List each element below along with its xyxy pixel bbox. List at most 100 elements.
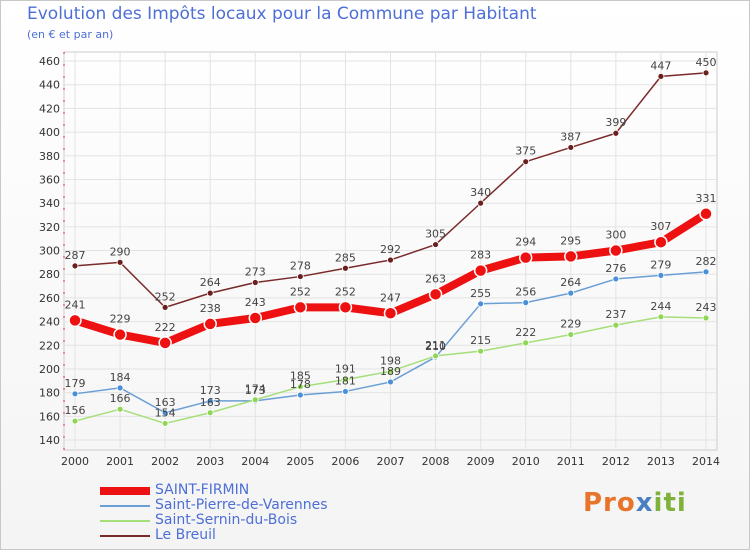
brand-logo: Proxiti [583, 488, 687, 518]
data-label: 255 [470, 287, 491, 300]
data-label: 282 [696, 255, 717, 268]
data-point [522, 339, 530, 347]
data-point [699, 207, 713, 221]
brand-part-2: x [635, 488, 654, 518]
data-point [387, 378, 394, 386]
data-label: 156 [65, 404, 86, 417]
data-label: 252 [290, 285, 311, 298]
data-label: 222 [515, 326, 536, 339]
data-label: 276 [605, 262, 626, 275]
legend-item: Le Breuil [100, 527, 420, 543]
y-tick-label: 380 [39, 150, 60, 163]
data-point [432, 352, 439, 360]
x-tick-label: 2003 [196, 455, 224, 468]
chart-legend: SAINT-FIRMIN Saint-Pierre-de-Varennes Sain… [100, 482, 420, 543]
data-point [71, 417, 79, 425]
data-label: 198 [380, 354, 401, 367]
chart-title: Evolution des Impôts locaux pour la Comm… [27, 4, 537, 24]
data-label: 243 [245, 296, 266, 309]
data-label: 241 [65, 298, 86, 311]
y-tick-label: 160 [39, 410, 60, 423]
legend-swatch [100, 504, 150, 507]
data-label: 331 [696, 192, 717, 205]
y-tick-label: 180 [39, 387, 60, 400]
legend-label: Saint-Pierre-de-Varennes [155, 497, 328, 513]
data-point [567, 144, 575, 151]
data-point [206, 409, 214, 417]
data-point [522, 158, 530, 166]
data-label: 179 [65, 377, 86, 390]
y-tick-label: 280 [39, 268, 60, 281]
data-label: 290 [110, 245, 131, 258]
y-tick-label: 420 [39, 102, 60, 115]
data-point [161, 420, 169, 427]
data-label: 178 [290, 378, 311, 391]
data-point [612, 275, 620, 283]
data-label: 307 [650, 220, 671, 233]
x-tick-label: 2012 [602, 455, 630, 468]
data-point [654, 235, 668, 249]
data-point [158, 336, 172, 350]
y-tick-label: 140 [39, 434, 60, 447]
data-label: 273 [245, 265, 266, 278]
data-point [428, 287, 443, 302]
data-label: 447 [650, 59, 671, 72]
data-label: 279 [650, 258, 671, 271]
y-tick-label: 340 [39, 197, 60, 210]
data-point [206, 289, 214, 297]
y-tick-label: 240 [39, 316, 60, 329]
y-tick-label: 220 [39, 339, 60, 352]
data-label: 173 [200, 384, 221, 397]
data-point [296, 273, 304, 280]
data-point [71, 390, 79, 398]
data-label: 173 [245, 384, 266, 397]
data-point [612, 321, 620, 329]
x-tick-label: 2004 [241, 455, 269, 468]
chart-subtitle: (en € et par an) [27, 28, 114, 41]
legend-swatch [100, 519, 150, 522]
x-tick-label: 2000 [61, 455, 89, 468]
data-label: 256 [515, 286, 536, 299]
x-tick-label: 2005 [286, 455, 314, 468]
data-label: 399 [605, 116, 626, 129]
data-label: 375 [515, 145, 536, 158]
data-point [657, 72, 665, 80]
brand-part-1: Pro [583, 488, 636, 518]
data-point [522, 299, 530, 307]
data-point [203, 317, 217, 331]
y-tick-label: 260 [39, 292, 60, 305]
y-tick-label: 400 [39, 126, 60, 139]
data-point [248, 311, 263, 325]
data-point [567, 331, 575, 338]
data-label: 229 [110, 313, 131, 326]
data-point [657, 313, 665, 321]
legend-label: Saint-Sernin-du-Bois [155, 512, 298, 528]
y-tick-label: 360 [39, 173, 60, 186]
data-point [477, 347, 485, 355]
data-point [116, 258, 124, 266]
data-label: 210 [425, 340, 446, 353]
data-label: 163 [200, 396, 221, 409]
data-label: 292 [380, 243, 401, 256]
data-label: 287 [65, 249, 86, 262]
data-label: 163 [155, 396, 176, 409]
data-label: 166 [110, 392, 131, 405]
data-label: 295 [560, 234, 581, 247]
data-point [116, 384, 124, 392]
data-point [342, 264, 349, 272]
legend-swatch [100, 534, 150, 537]
data-label: 185 [290, 370, 311, 383]
data-point [473, 263, 488, 278]
data-point [293, 300, 308, 315]
data-label: 191 [335, 363, 356, 376]
data-label: 222 [155, 321, 176, 334]
legend-swatch [100, 486, 150, 495]
x-tick-label: 2009 [467, 455, 495, 468]
data-point [612, 129, 620, 137]
data-label: 300 [605, 229, 626, 242]
data-point [161, 409, 169, 417]
data-point [342, 376, 349, 383]
data-label: 263 [425, 272, 446, 285]
